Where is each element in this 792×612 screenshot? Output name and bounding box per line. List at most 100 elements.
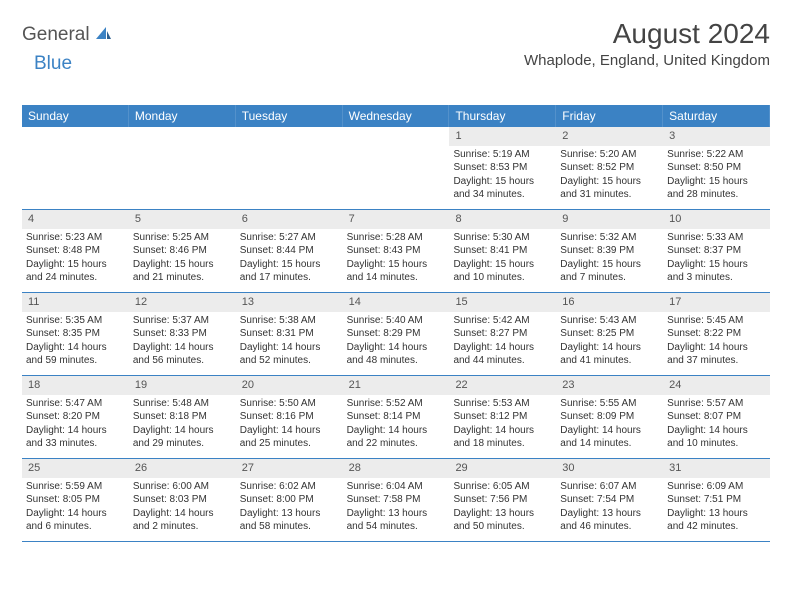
daylight-line: Daylight: 14 hours [453, 341, 552, 355]
daylight-line: and 42 minutes. [667, 520, 766, 534]
daylight-line: and 14 minutes. [560, 437, 659, 451]
day-cell: 12Sunrise: 5:37 AMSunset: 8:33 PMDayligh… [129, 293, 236, 375]
sunrise-line: Sunrise: 5:45 AM [667, 314, 766, 328]
sunset-line: Sunset: 8:22 PM [667, 327, 766, 341]
sunrise-line: Sunrise: 6:09 AM [667, 480, 766, 494]
sunrise-line: Sunrise: 5:59 AM [26, 480, 125, 494]
sunset-line: Sunset: 7:54 PM [560, 493, 659, 507]
daylight-line: and 59 minutes. [26, 354, 125, 368]
day-number: 3 [663, 127, 770, 146]
sunset-line: Sunset: 8:12 PM [453, 410, 552, 424]
day-cell: 3 Sunrise: 5:22 AMSunset: 8:50 PMDaylight… [663, 127, 770, 209]
day-number: 9 [556, 210, 663, 229]
day-details: Sunrise: 5:23 AMSunset: 8:48 PMDaylight:… [22, 231, 129, 288]
sunrise-line: Sunrise: 5:23 AM [26, 231, 125, 245]
day-cell: 27Sunrise: 6:02 AMSunset: 8:00 PMDayligh… [236, 459, 343, 541]
weekday-header: Monday [129, 105, 236, 127]
daylight-line: and 48 minutes. [347, 354, 446, 368]
day-number: 16 [556, 293, 663, 312]
sunrise-line: Sunrise: 6:07 AM [560, 480, 659, 494]
weekday-header: Wednesday [343, 105, 450, 127]
sunset-line: Sunset: 8:03 PM [133, 493, 232, 507]
daylight-line: and 54 minutes. [347, 520, 446, 534]
day-number: 30 [556, 459, 663, 478]
daylight-line: and 44 minutes. [453, 354, 552, 368]
sunset-line: Sunset: 8:05 PM [26, 493, 125, 507]
day-cell: 16Sunrise: 5:43 AMSunset: 8:25 PMDayligh… [556, 293, 663, 375]
sunset-line: Sunset: 8:41 PM [453, 244, 552, 258]
day-number: 8 [449, 210, 556, 229]
daylight-line: Daylight: 14 hours [453, 424, 552, 438]
daylight-line: and 18 minutes. [453, 437, 552, 451]
sunrise-line: Sunrise: 5:47 AM [26, 397, 125, 411]
sunrise-line: Sunrise: 5:40 AM [347, 314, 446, 328]
sunset-line: Sunset: 7:51 PM [667, 493, 766, 507]
daylight-line: and 56 minutes. [133, 354, 232, 368]
sunset-line: Sunset: 8:18 PM [133, 410, 232, 424]
daylight-line: Daylight: 15 hours [347, 258, 446, 272]
sunset-line: Sunset: 8:37 PM [667, 244, 766, 258]
day-details: Sunrise: 5:55 AMSunset: 8:09 PMDaylight:… [556, 397, 663, 454]
week-row: 25Sunrise: 5:59 AMSunset: 8:05 PMDayligh… [22, 459, 770, 542]
day-details: Sunrise: 5:22 AMSunset: 8:50 PMDaylight:… [663, 148, 770, 205]
day-details: Sunrise: 5:20 AMSunset: 8:52 PMDaylight:… [556, 148, 663, 205]
daylight-line: and 7 minutes. [560, 271, 659, 285]
day-cell: 30Sunrise: 6:07 AMSunset: 7:54 PMDayligh… [556, 459, 663, 541]
day-cell [343, 127, 450, 209]
daylight-line: Daylight: 13 hours [347, 507, 446, 521]
daylight-line: Daylight: 13 hours [453, 507, 552, 521]
day-number: 31 [663, 459, 770, 478]
sunrise-line: Sunrise: 5:50 AM [240, 397, 339, 411]
day-number: 6 [236, 210, 343, 229]
day-details: Sunrise: 5:37 AMSunset: 8:33 PMDaylight:… [129, 314, 236, 371]
sunset-line: Sunset: 8:43 PM [347, 244, 446, 258]
day-number: 20 [236, 376, 343, 395]
sunrise-line: Sunrise: 6:04 AM [347, 480, 446, 494]
daylight-line: and 6 minutes. [26, 520, 125, 534]
sunset-line: Sunset: 8:48 PM [26, 244, 125, 258]
daylight-line: Daylight: 14 hours [240, 424, 339, 438]
daylight-line: Daylight: 14 hours [347, 424, 446, 438]
month-title: August 2024 [524, 18, 770, 50]
daylight-line: Daylight: 14 hours [26, 507, 125, 521]
daylight-line: Daylight: 14 hours [133, 507, 232, 521]
daylight-line: Daylight: 15 hours [667, 258, 766, 272]
weekday-header: Friday [556, 105, 663, 127]
day-details: Sunrise: 5:25 AMSunset: 8:46 PMDaylight:… [129, 231, 236, 288]
week-row: 1Sunrise: 5:19 AMSunset: 8:53 PMDaylight… [22, 127, 770, 210]
sunrise-line: Sunrise: 5:35 AM [26, 314, 125, 328]
day-cell: 15Sunrise: 5:42 AMSunset: 8:27 PMDayligh… [449, 293, 556, 375]
daylight-line: Daylight: 15 hours [560, 258, 659, 272]
sunrise-line: Sunrise: 5:19 AM [453, 148, 552, 162]
sunrise-line: Sunrise: 5:53 AM [453, 397, 552, 411]
daylight-line: Daylight: 13 hours [240, 507, 339, 521]
day-number: 24 [663, 376, 770, 395]
day-number: 1 [449, 127, 556, 146]
daylight-line: and 50 minutes. [453, 520, 552, 534]
daylight-line: Daylight: 14 hours [133, 424, 232, 438]
sunrise-line: Sunrise: 5:37 AM [133, 314, 232, 328]
sunrise-line: Sunrise: 5:32 AM [560, 231, 659, 245]
day-details: Sunrise: 5:33 AMSunset: 8:37 PMDaylight:… [663, 231, 770, 288]
day-details: Sunrise: 5:53 AMSunset: 8:12 PMDaylight:… [449, 397, 556, 454]
daylight-line: Daylight: 14 hours [26, 424, 125, 438]
sunset-line: Sunset: 8:50 PM [667, 161, 766, 175]
sunrise-line: Sunrise: 5:20 AM [560, 148, 659, 162]
day-cell: 10Sunrise: 5:33 AMSunset: 8:37 PMDayligh… [663, 210, 770, 292]
daylight-line: Daylight: 15 hours [240, 258, 339, 272]
week-row: 18Sunrise: 5:47 AMSunset: 8:20 PMDayligh… [22, 376, 770, 459]
day-number: 18 [22, 376, 129, 395]
sunrise-line: Sunrise: 6:00 AM [133, 480, 232, 494]
daylight-line: and 52 minutes. [240, 354, 339, 368]
day-details: Sunrise: 5:52 AMSunset: 8:14 PMDaylight:… [343, 397, 450, 454]
logo-sail-icon [94, 25, 112, 46]
day-cell: 6Sunrise: 5:27 AMSunset: 8:44 PMDaylight… [236, 210, 343, 292]
sunset-line: Sunset: 8:31 PM [240, 327, 339, 341]
day-cell: 29Sunrise: 6:05 AMSunset: 7:56 PMDayligh… [449, 459, 556, 541]
daylight-line: Daylight: 15 hours [453, 258, 552, 272]
day-cell: 21Sunrise: 5:52 AMSunset: 8:14 PMDayligh… [343, 376, 450, 458]
week-row: 11Sunrise: 5:35 AMSunset: 8:35 PMDayligh… [22, 293, 770, 376]
weekday-header: Sunday [22, 105, 129, 127]
day-number: 11 [22, 293, 129, 312]
day-cell: 2Sunrise: 5:20 AMSunset: 8:52 PMDaylight… [556, 127, 663, 209]
